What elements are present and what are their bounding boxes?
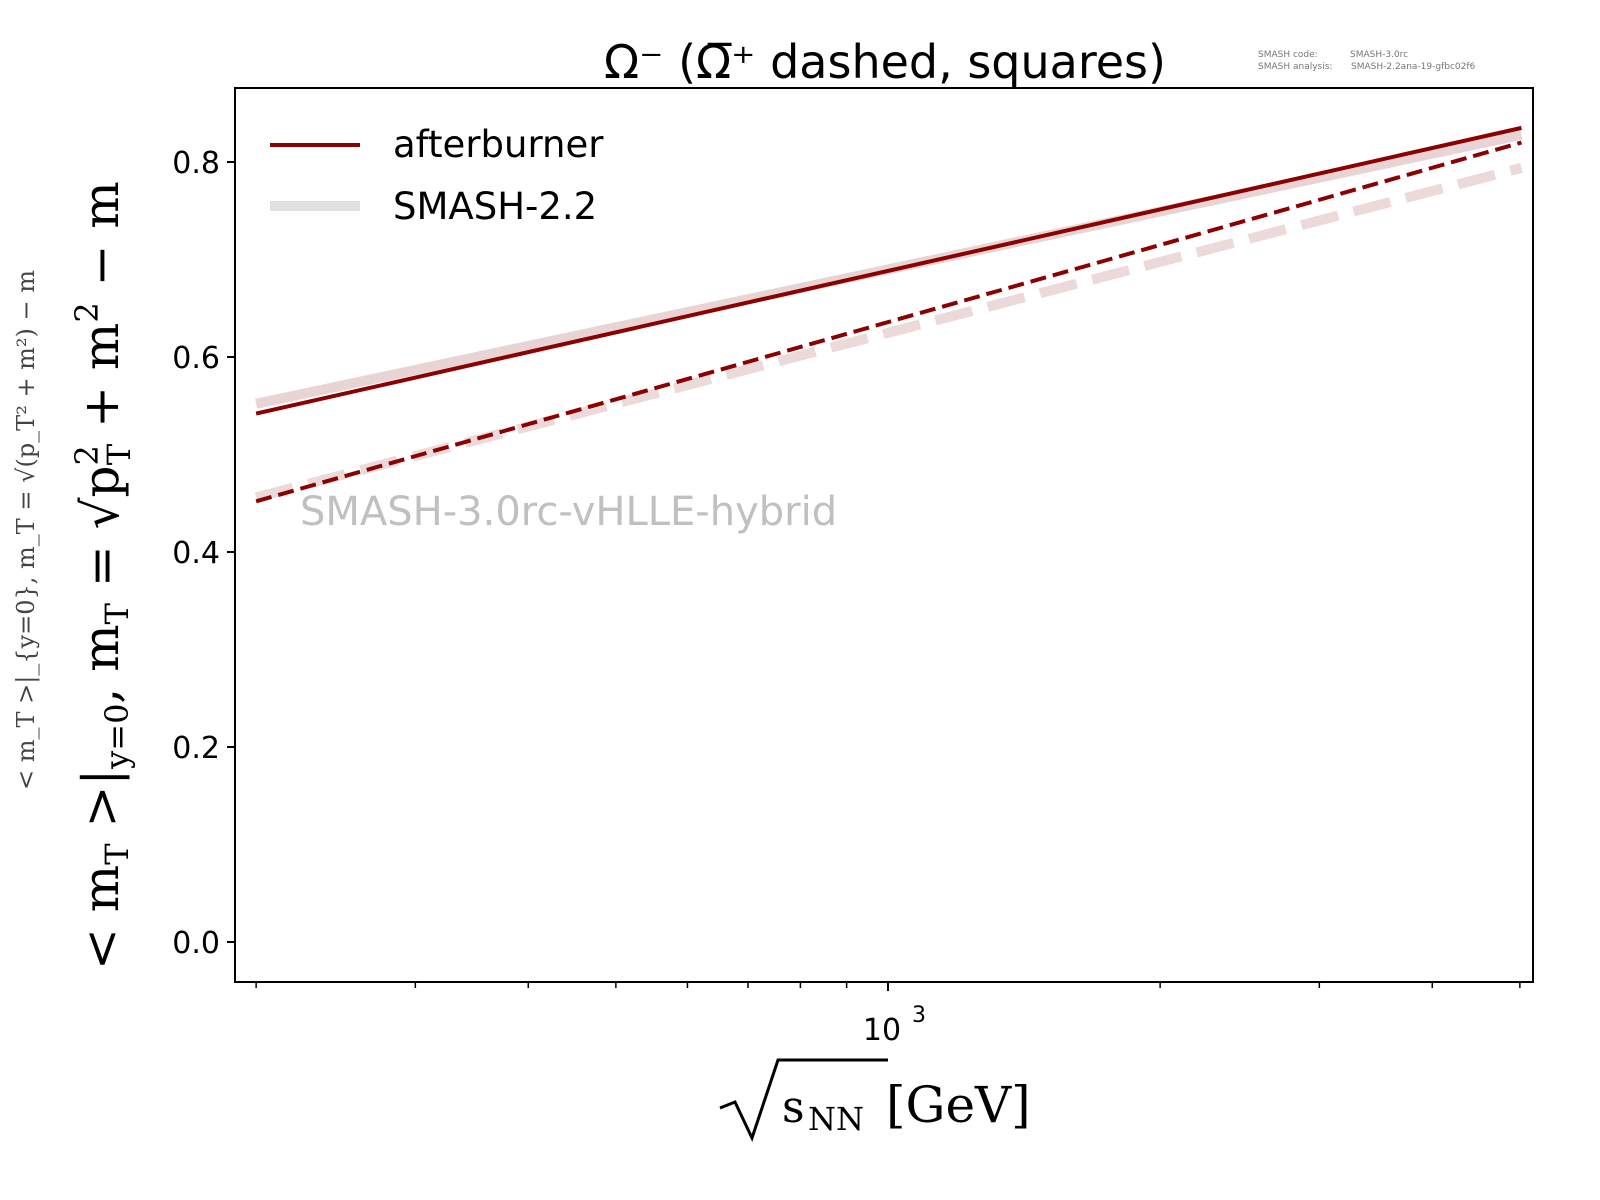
y-label-part: + m xyxy=(72,323,130,444)
legend-label-afterburner: afterburner xyxy=(393,123,604,166)
y-tick-label: 0.4 xyxy=(172,536,220,571)
y-tick-label: 0.6 xyxy=(172,341,220,376)
y-label-sub: T xyxy=(98,843,136,865)
ticks-group: 0.0 0.2 0.4 0.6 0.8 10 3 xyxy=(172,146,1521,1048)
y-label-sub: T xyxy=(98,602,136,624)
legend-label-smash22: SMASH-2.2 xyxy=(393,185,597,228)
x-axis-label: s NN [GeV] xyxy=(719,1058,1031,1143)
series-line-0 xyxy=(255,125,1522,416)
plot-frame xyxy=(234,87,1534,983)
y-tick-label: 0.2 xyxy=(172,731,220,766)
y-label-part: p xyxy=(72,465,130,497)
x-tick-label: 10 xyxy=(863,1013,901,1048)
y-tick-label: 0.0 xyxy=(172,926,220,961)
svg-text:< mT >|y=0, mT = √p2T + m2 − m: < mT >|y=0, mT = √p2T + m2 − m xyxy=(68,181,138,970)
y-label-sub: T xyxy=(100,443,138,465)
y-label-part: , m xyxy=(72,624,130,703)
y-label-part: = √ xyxy=(72,497,130,603)
y-label-sup: 2 xyxy=(68,302,106,322)
series-line-2 xyxy=(255,140,1522,504)
x-label-root: s xyxy=(782,1082,805,1133)
info-analysis-label: SMASH analysis: xyxy=(1258,62,1332,72)
y-axis-label-text: < m_T >|_{y=0}, m_T = √(p_T² + m²) − m xyxy=(12,270,41,790)
info-code-label: SMASH code: xyxy=(1258,50,1318,60)
x-tick-exponent: 3 xyxy=(912,1003,926,1028)
y-tick-label: 0.8 xyxy=(172,146,220,181)
series-group xyxy=(254,125,1523,504)
info-code-value: SMASH-3.0rc xyxy=(1350,50,1408,60)
chart-title: Ω⁻ (Ω̅⁺ dashed, squares) xyxy=(604,35,1166,89)
y-label-sup: 2 xyxy=(68,445,106,465)
info-analysis-value: SMASH-2.2ana-19-gfbc02f6 xyxy=(1351,62,1476,72)
y-axis-label-full: < m_T >|_{y=0}, m_T = √(p_T² + m²) − m xyxy=(12,270,41,790)
watermark: SMASH-3.0rc-vHLLE-hybrid xyxy=(300,489,837,535)
y-label-part: < m xyxy=(72,865,130,970)
y-axis-label: < mT >|y=0, mT = √p2T + m2 − m xyxy=(68,181,138,970)
x-label-sub: NN xyxy=(808,1100,864,1138)
y-label-part: − m xyxy=(72,181,130,302)
x-label-unit: [GeV] xyxy=(886,1076,1031,1134)
y-label-sub: y=0 xyxy=(98,704,136,770)
y-label-part: >| xyxy=(72,769,130,844)
